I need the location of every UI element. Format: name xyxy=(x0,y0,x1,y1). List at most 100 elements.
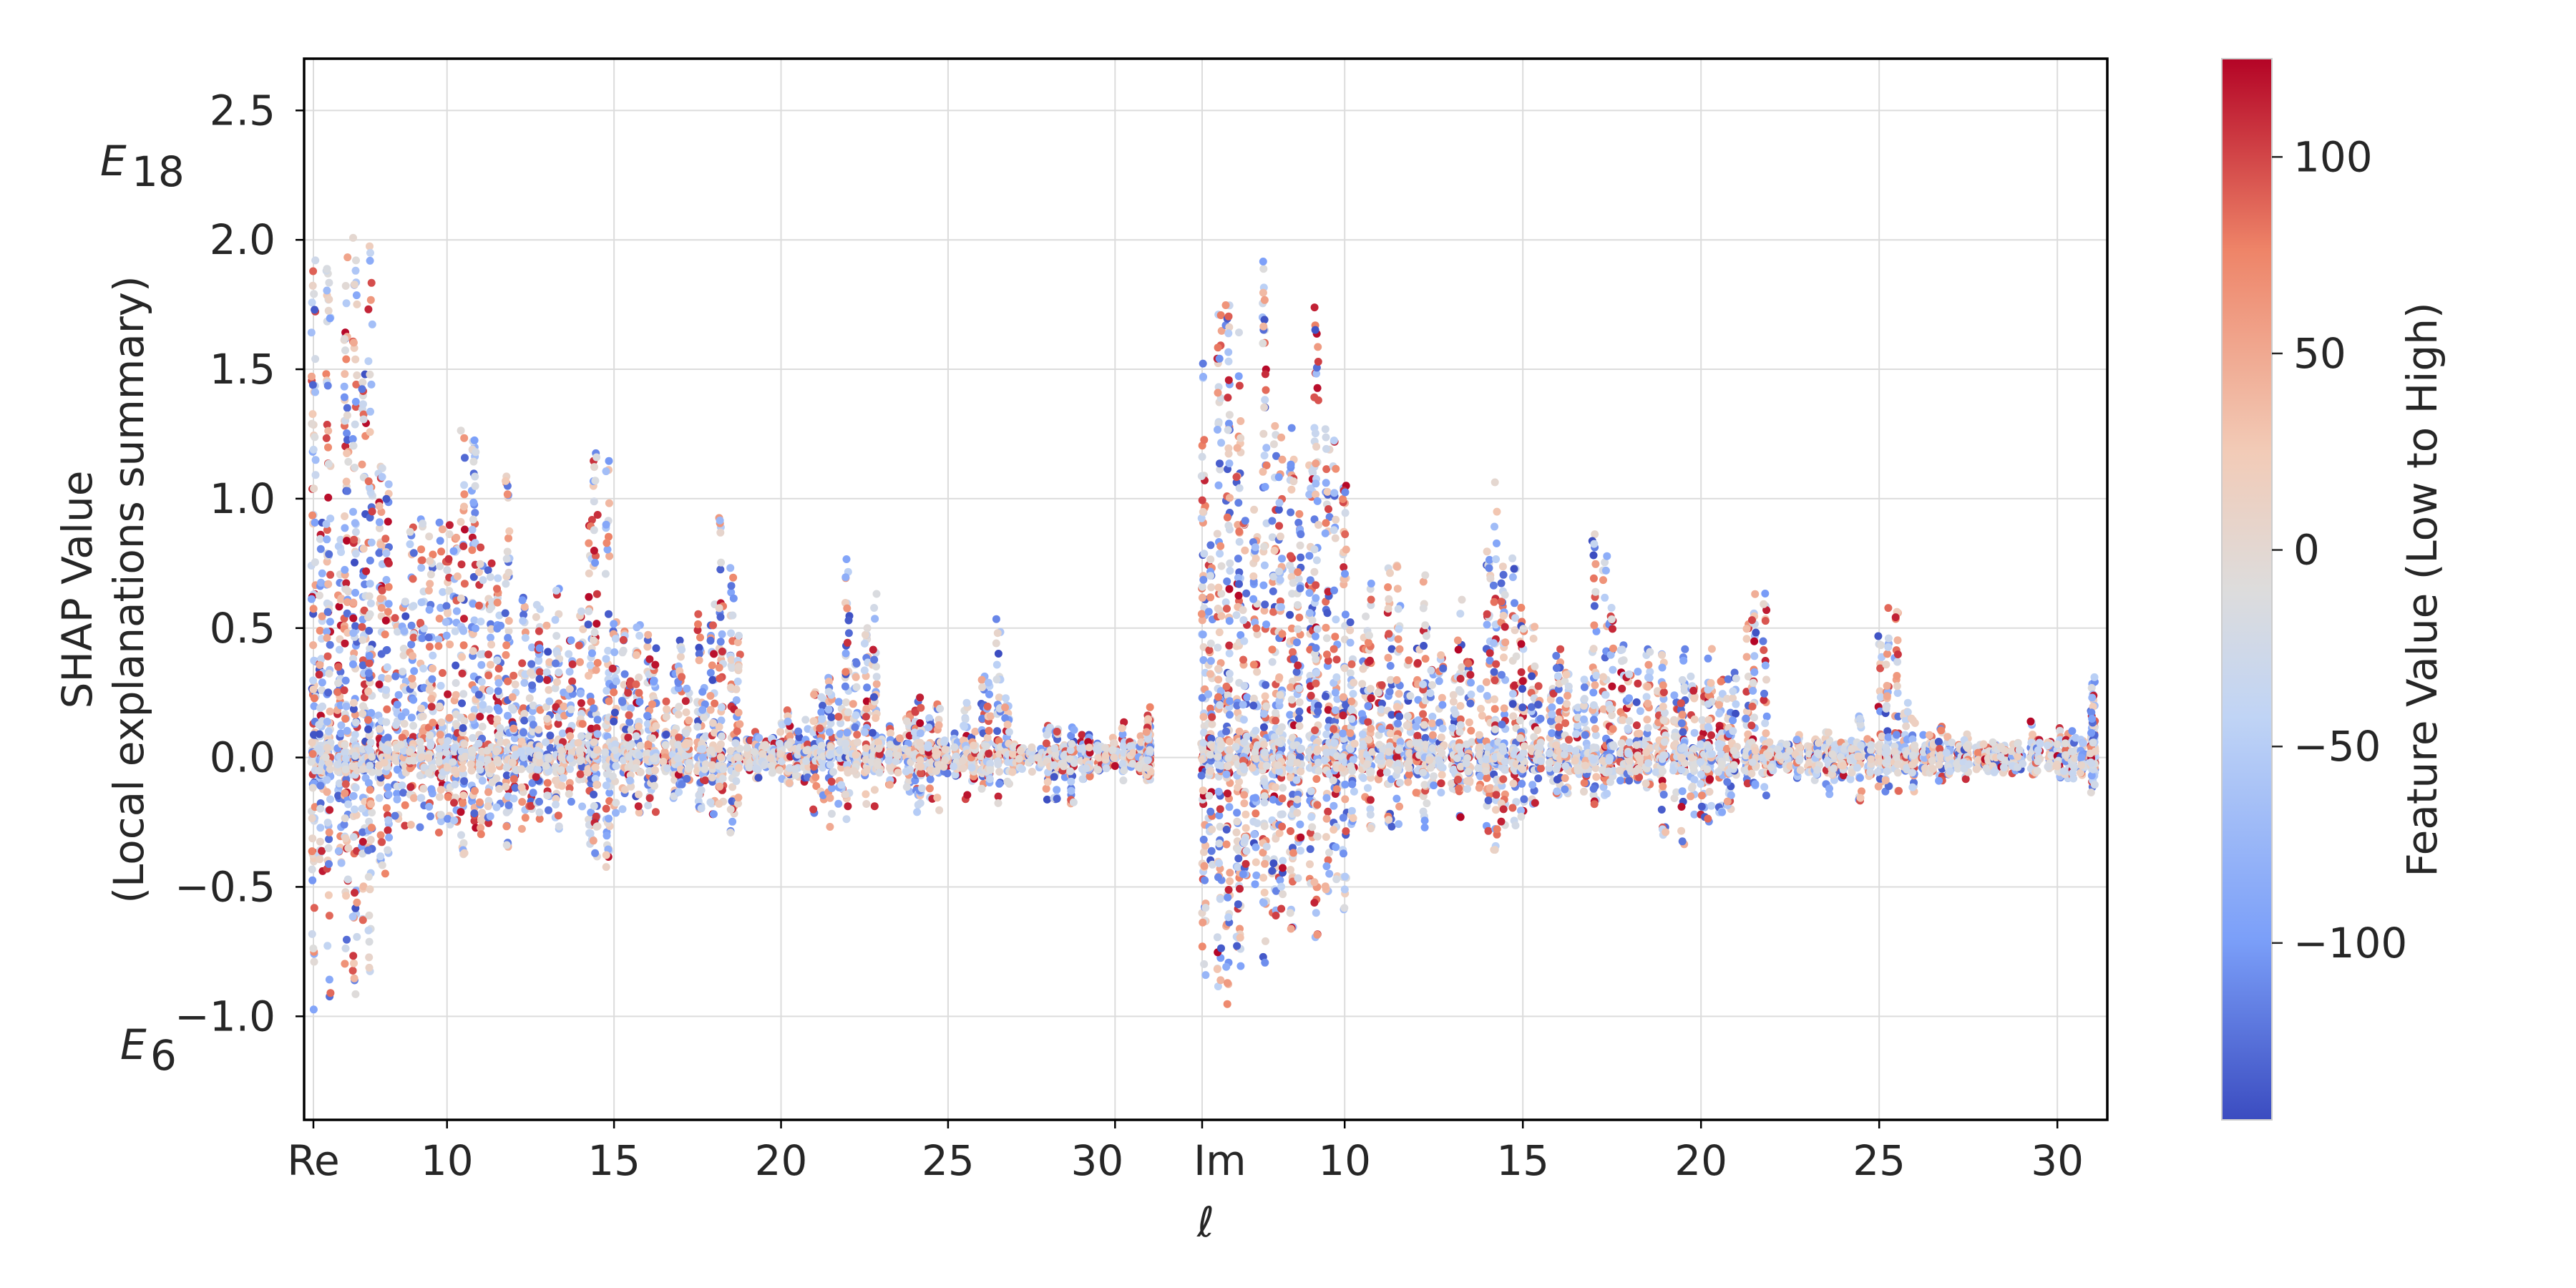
shap-point xyxy=(509,724,518,733)
shap-point xyxy=(375,518,384,527)
shap-point xyxy=(726,829,735,836)
shap-point xyxy=(326,618,334,626)
shap-point xyxy=(441,743,450,751)
shap-point xyxy=(872,590,881,598)
shap-point xyxy=(435,615,444,623)
shap-point xyxy=(590,738,598,746)
shap-point xyxy=(542,668,551,677)
shap-point xyxy=(853,731,862,739)
shap-point xyxy=(586,661,595,670)
shap-point xyxy=(578,720,587,728)
shap-point xyxy=(503,547,512,556)
shap-point xyxy=(366,370,374,379)
shap-point xyxy=(754,774,763,782)
shap-point xyxy=(902,767,910,776)
shap-point xyxy=(834,799,843,808)
shap-point xyxy=(1206,807,1215,816)
shap-point xyxy=(732,777,741,786)
shap-point xyxy=(565,790,573,798)
shap-point xyxy=(634,802,643,811)
shap-point xyxy=(651,660,660,669)
shap-point xyxy=(568,677,577,686)
shap-point xyxy=(316,703,325,712)
shap-point xyxy=(308,381,317,389)
shap-point xyxy=(995,768,1004,776)
shap-point xyxy=(349,233,357,242)
shap-point xyxy=(341,335,348,343)
shap-point xyxy=(340,686,348,695)
shap-point xyxy=(593,822,602,831)
shap-point xyxy=(452,679,460,687)
shap-point xyxy=(675,703,683,711)
shap-point xyxy=(469,457,478,466)
shap-point xyxy=(502,808,511,816)
shap-point xyxy=(374,768,383,776)
shap-point xyxy=(602,686,611,695)
shap-point xyxy=(377,604,386,612)
shap-point xyxy=(872,673,881,681)
shap-point xyxy=(862,800,871,808)
shap-point xyxy=(958,756,967,765)
shap-point xyxy=(874,744,883,753)
shap-point xyxy=(460,777,469,786)
shap-point xyxy=(970,741,978,750)
shap-point xyxy=(311,518,319,527)
shap-point xyxy=(662,731,670,738)
shap-point xyxy=(502,771,511,780)
shap-point xyxy=(366,738,375,747)
shap-point xyxy=(418,556,426,565)
shap-point xyxy=(1050,773,1058,781)
shap-point xyxy=(494,687,502,696)
shap-point xyxy=(590,497,598,506)
shap-point xyxy=(565,668,574,676)
shap-point xyxy=(503,490,512,499)
shap-point xyxy=(593,746,601,754)
shap-point xyxy=(694,620,702,628)
shap-point xyxy=(365,911,374,919)
shap-point xyxy=(366,248,374,257)
shap-point xyxy=(585,732,593,741)
shap-point xyxy=(733,677,742,686)
shap-point xyxy=(682,729,691,738)
shap-point xyxy=(383,663,391,671)
shap-point xyxy=(424,753,433,762)
shap-point xyxy=(1110,753,1118,762)
shap-point xyxy=(450,799,458,807)
shap-point xyxy=(635,751,643,759)
shap-point xyxy=(324,688,333,697)
shap-point xyxy=(841,790,849,799)
shap-point xyxy=(344,800,353,809)
shap-point xyxy=(960,723,968,731)
shap-point xyxy=(307,328,316,337)
shap-point xyxy=(645,655,654,663)
shap-point xyxy=(587,724,595,733)
shap-point xyxy=(636,741,645,750)
shap-point xyxy=(852,751,860,759)
shap-point xyxy=(818,715,826,723)
shap-point xyxy=(380,758,389,767)
shap-point xyxy=(734,794,743,802)
shap-point xyxy=(383,645,391,654)
shap-point xyxy=(497,621,505,630)
shap-point xyxy=(378,861,386,869)
shap-point xyxy=(416,794,425,802)
shap-point xyxy=(326,989,335,997)
shap-point xyxy=(323,265,331,273)
shap-point xyxy=(940,738,948,746)
shap-point xyxy=(438,525,447,534)
shap-point xyxy=(716,613,725,621)
shap-point xyxy=(409,602,418,610)
shap-point xyxy=(826,794,834,802)
shap-point xyxy=(486,573,494,581)
shap-point xyxy=(521,814,530,822)
shap-point xyxy=(557,746,565,755)
shap-point xyxy=(602,831,611,840)
shap-point xyxy=(416,771,424,780)
shap-point xyxy=(1067,777,1075,786)
shap-point xyxy=(344,457,353,466)
shap-point xyxy=(818,741,826,750)
shap-point xyxy=(381,869,389,878)
shap-point xyxy=(1142,763,1151,772)
shap-point xyxy=(662,713,670,721)
shap-point xyxy=(484,650,492,659)
